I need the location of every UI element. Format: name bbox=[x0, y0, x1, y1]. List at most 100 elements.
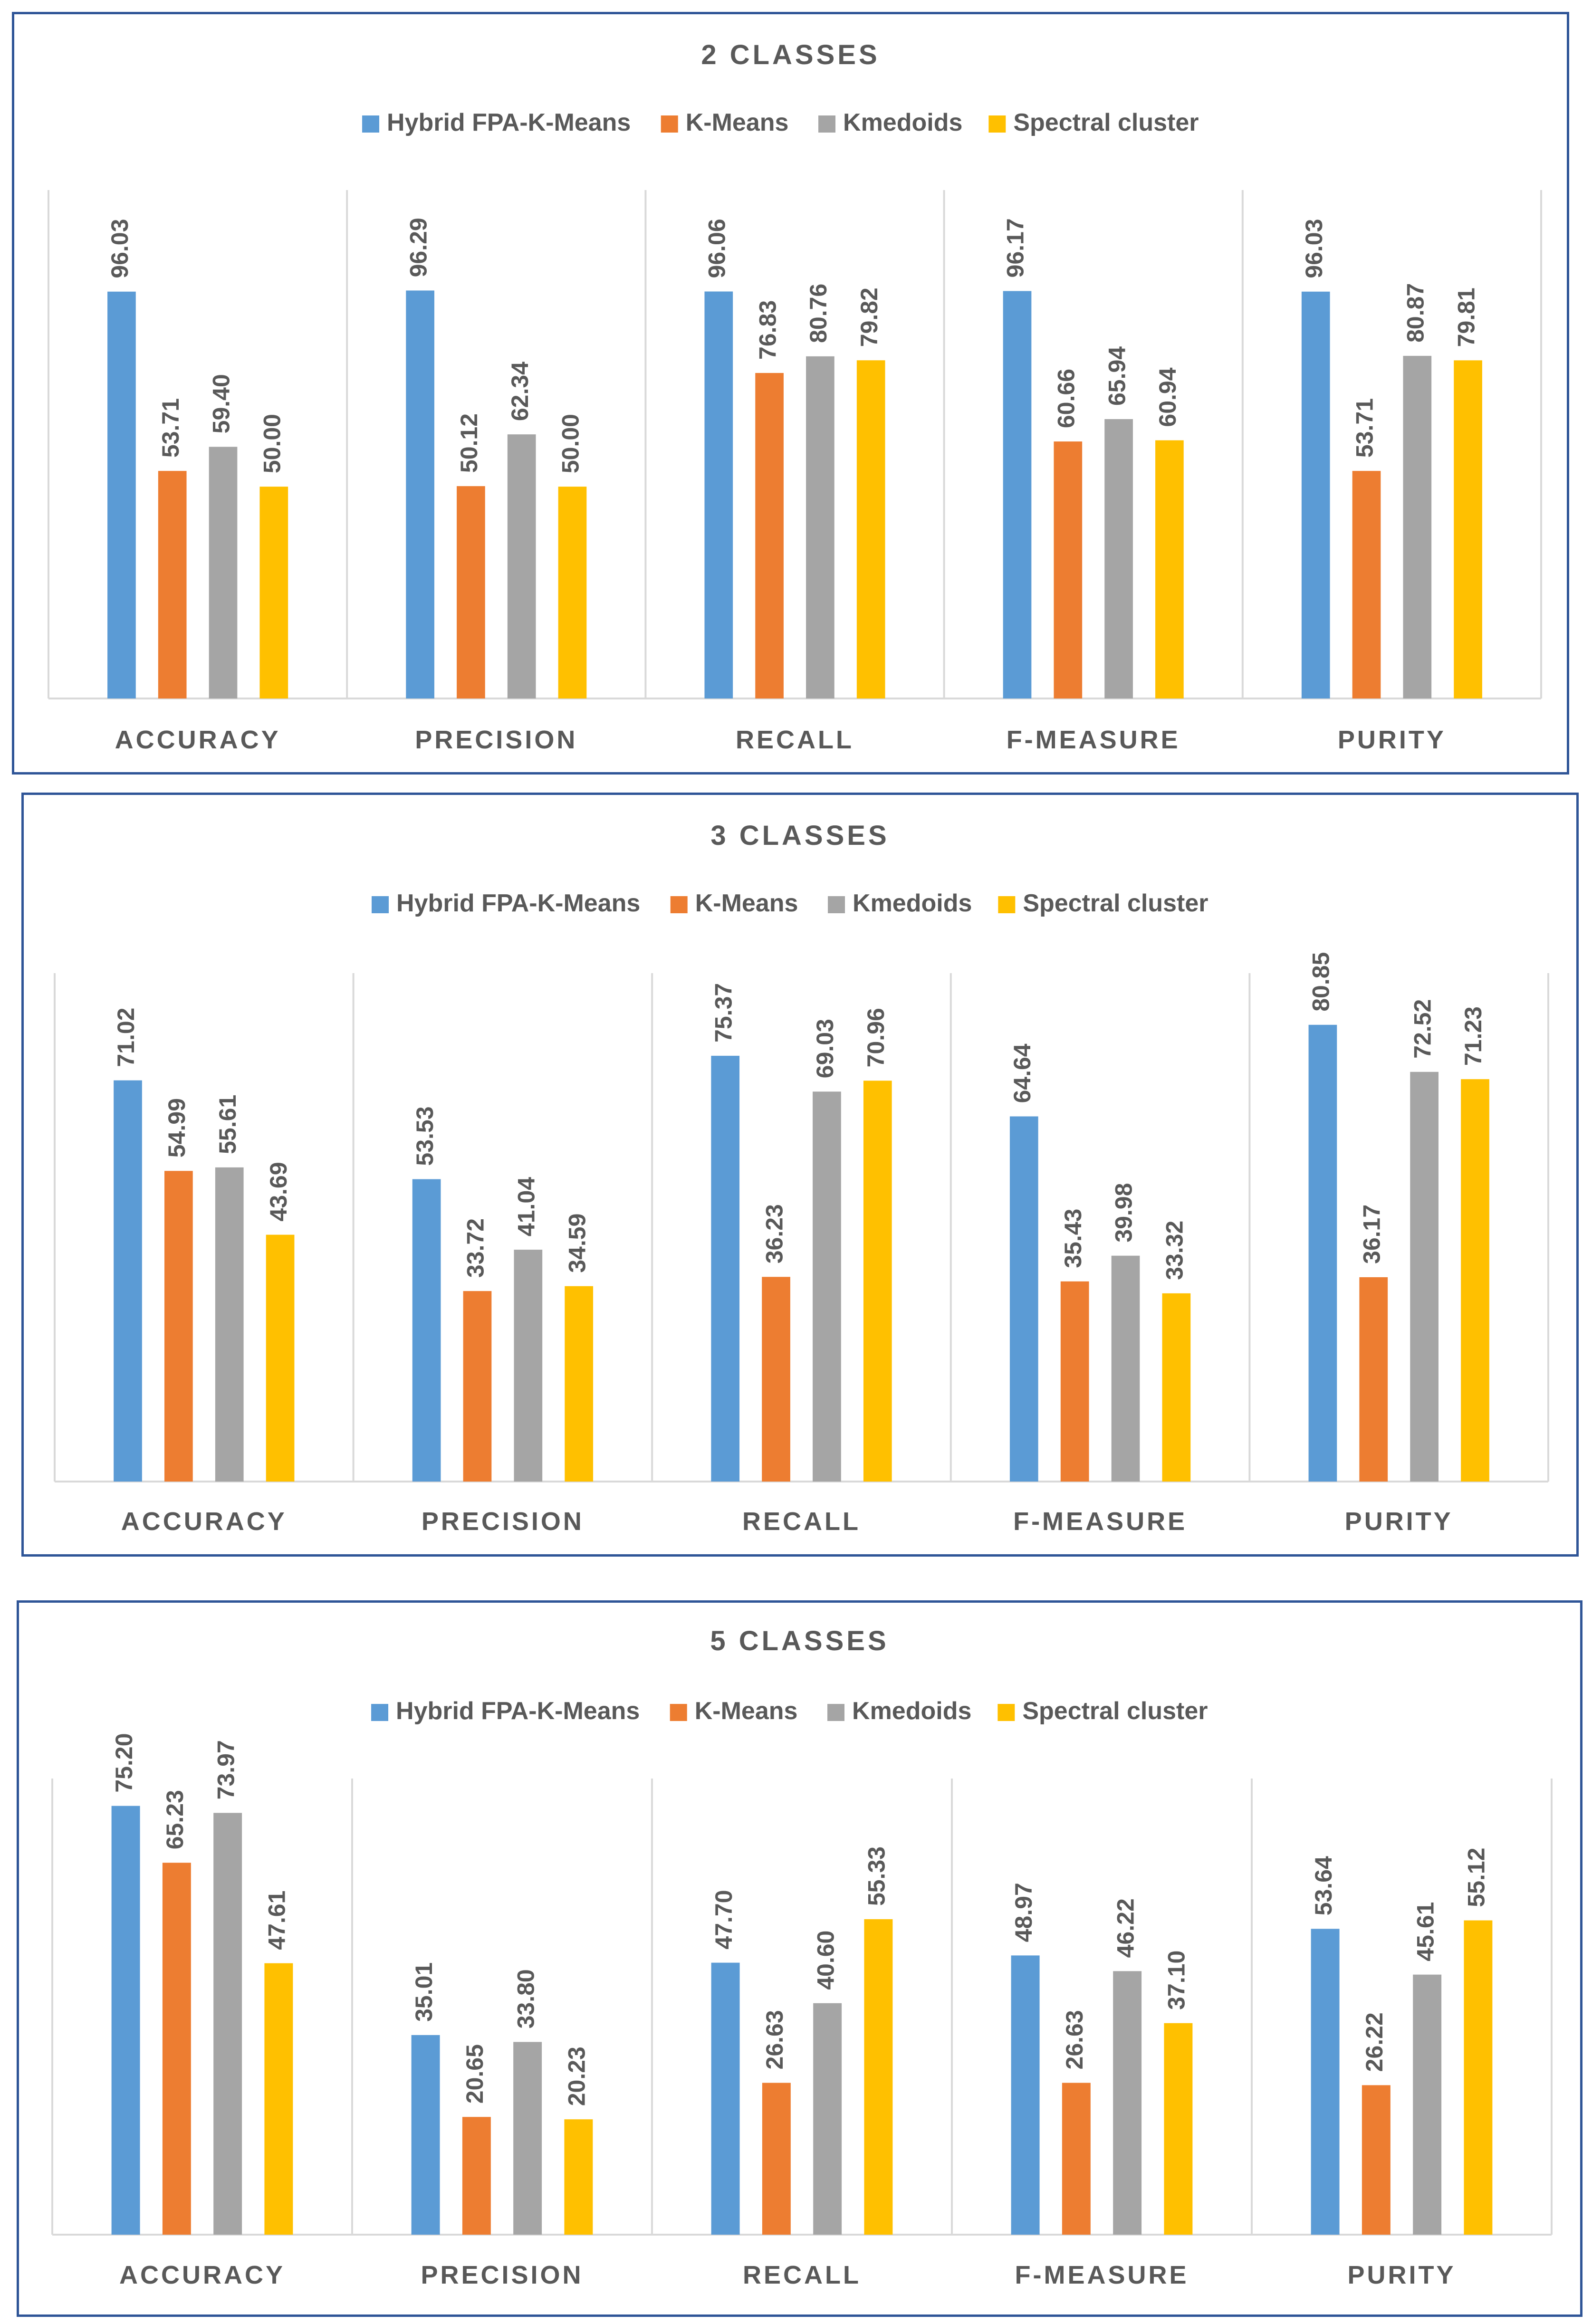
bar-k-means-purity bbox=[1362, 2085, 1391, 2235]
bar-spectral-cluster-f-measure bbox=[1162, 1293, 1191, 1482]
legend-item-k-means: K-Means bbox=[661, 109, 789, 136]
data-label: 75.20 bbox=[111, 1733, 137, 1792]
data-label: 26.63 bbox=[1061, 2010, 1088, 2069]
data-label: 53.64 bbox=[1310, 1856, 1337, 1915]
data-label: 55.12 bbox=[1463, 1847, 1490, 1907]
bar-hybrid-fpa-k-means-purity bbox=[1301, 291, 1330, 698]
bar-kmedoids-purity bbox=[1413, 1974, 1442, 2235]
bar-kmedoids-f-measure bbox=[1111, 1255, 1140, 1482]
bar-hybrid-fpa-k-means-accuracy bbox=[107, 291, 136, 698]
data-label: 73.97 bbox=[212, 1740, 239, 1799]
data-label: 54.99 bbox=[163, 1098, 190, 1157]
bar-k-means-purity bbox=[1359, 1277, 1388, 1482]
bar-kmedoids-precision bbox=[507, 434, 536, 698]
data-label: 80.85 bbox=[1308, 952, 1334, 1012]
legend-label: Spectral cluster bbox=[1013, 109, 1199, 136]
bar-k-means-f-measure bbox=[1054, 441, 1083, 698]
legend-label: Hybrid FPA-K-Means bbox=[396, 1697, 640, 1725]
bar-k-means-recall bbox=[762, 1277, 790, 1482]
legend-item-kmedoids: Kmedoids bbox=[818, 109, 962, 136]
data-label: 60.66 bbox=[1053, 369, 1080, 428]
chart-title: 3 CLASSES bbox=[710, 820, 889, 851]
bar-hybrid-fpa-k-means-purity bbox=[1308, 1024, 1337, 1482]
legend-swatch-kmedoids bbox=[828, 896, 845, 913]
category-label-accuracy: ACCURACY bbox=[115, 726, 281, 754]
data-label: 76.83 bbox=[754, 300, 781, 360]
data-label: 47.70 bbox=[710, 1890, 737, 1949]
category-label-recall: RECALL bbox=[736, 726, 854, 754]
chart-panel-5-classes: 5 CLASSES Hybrid FPA-K-Means K-Means Kmedoi… bbox=[17, 1600, 1582, 2317]
category-label-f-measure: F-MEASURE bbox=[1013, 1507, 1187, 1536]
bar-hybrid-fpa-k-means-f-measure bbox=[1009, 1116, 1038, 1482]
legend-swatch-kmedoids bbox=[818, 115, 836, 133]
bar-kmedoids-recall bbox=[813, 1091, 841, 1482]
data-label: 64.64 bbox=[1009, 1043, 1036, 1103]
bar-k-means-accuracy bbox=[158, 471, 187, 698]
bar-spectral-cluster-recall bbox=[864, 1919, 893, 2235]
category-label-accuracy: ACCURACY bbox=[121, 1507, 287, 1536]
data-label: 80.87 bbox=[1402, 283, 1429, 343]
bar-k-means-precision bbox=[463, 1291, 492, 1482]
data-label: 41.04 bbox=[513, 1177, 540, 1236]
legend-item-hybrid-fpa-k-means: Hybrid FPA-K-Means bbox=[371, 1697, 640, 1725]
plot-area: 71.02 54.99 55.61 43.69 ACCURACY 53.53 33.72 41… bbox=[54, 952, 1549, 1536]
bar-k-means-recall bbox=[762, 2083, 791, 2235]
category-label-purity: PURITY bbox=[1345, 1507, 1453, 1536]
data-label: 55.33 bbox=[863, 1846, 890, 1906]
bar-spectral-cluster-precision bbox=[565, 1286, 594, 1482]
data-label: 39.98 bbox=[1111, 1183, 1137, 1243]
bar-spectral-cluster-precision bbox=[558, 487, 587, 698]
legend-label: Spectral cluster bbox=[1022, 1697, 1208, 1725]
category-label-recall: RECALL bbox=[742, 1507, 861, 1536]
data-label: 96.17 bbox=[1002, 218, 1029, 277]
bar-spectral-cluster-purity bbox=[1454, 360, 1482, 698]
bar-hybrid-fpa-k-means-recall bbox=[711, 1962, 740, 2235]
data-label: 33.80 bbox=[512, 1969, 539, 2028]
bar-spectral-cluster-purity bbox=[1461, 1079, 1489, 1482]
bar-hybrid-fpa-k-means-recall bbox=[704, 291, 733, 698]
category-label-recall: RECALL bbox=[743, 2261, 861, 2289]
legend-label: Kmedoids bbox=[853, 889, 972, 917]
bar-spectral-cluster-f-measure bbox=[1164, 2023, 1193, 2235]
legend-label: K-Means bbox=[686, 109, 789, 136]
data-label: 96.03 bbox=[106, 219, 133, 278]
legend-swatch-k-means bbox=[670, 896, 688, 913]
bar-kmedoids-f-measure bbox=[1113, 1971, 1142, 2235]
category-label-precision: PRECISION bbox=[422, 1507, 584, 1536]
bar-hybrid-fpa-k-means-accuracy bbox=[111, 1806, 140, 2235]
chart-title: 5 CLASSES bbox=[710, 1626, 889, 1656]
legend-swatch-hybrid-fpa-k-means bbox=[362, 115, 380, 133]
bar-kmedoids-accuracy bbox=[209, 447, 238, 698]
category-label-precision: PRECISION bbox=[421, 2261, 583, 2289]
plot-area: 75.20 65.23 73.97 47.61 ACCURACY 35.01 20.65 33… bbox=[51, 1733, 1553, 2289]
bar-kmedoids-accuracy bbox=[213, 1813, 242, 2235]
bar-kmedoids-precision bbox=[514, 1250, 543, 1482]
legend: Hybrid FPA-K-Means K-Means Kmedoids Spectra… bbox=[371, 1697, 1208, 1725]
data-label: 47.61 bbox=[264, 1891, 290, 1950]
bar-k-means-accuracy bbox=[164, 1171, 193, 1482]
legend-swatch-kmedoids bbox=[827, 1704, 845, 1721]
legend-label: Kmedoids bbox=[843, 109, 962, 136]
bar-spectral-cluster-f-measure bbox=[1155, 440, 1184, 698]
data-label: 96.06 bbox=[704, 219, 730, 278]
data-label: 48.97 bbox=[1010, 1883, 1037, 1942]
bar-spectral-cluster-recall bbox=[863, 1081, 892, 1482]
legend-item-hybrid-fpa-k-means: Hybrid FPA-K-Means bbox=[372, 889, 640, 917]
data-label: 50.12 bbox=[456, 413, 482, 473]
data-label: 37.10 bbox=[1163, 1951, 1190, 2010]
legend-label: K-Means bbox=[695, 889, 798, 917]
bar-k-means-f-measure bbox=[1062, 2083, 1091, 2235]
data-label: 72.52 bbox=[1409, 999, 1436, 1059]
data-label: 79.81 bbox=[1453, 287, 1479, 347]
chart-panel-3-classes: 3 CLASSES Hybrid FPA-K-Means K-Means Kmedoi… bbox=[21, 793, 1579, 1557]
chart-panel-2-classes: 2 CLASSES Hybrid FPA-K-Means K-Means Kmedoi… bbox=[12, 12, 1569, 775]
bar-k-means-accuracy bbox=[162, 1863, 191, 2235]
category-label-f-measure: F-MEASURE bbox=[1015, 2261, 1189, 2289]
chart-3-classes: 3 CLASSES Hybrid FPA-K-Means K-Means Kmedoi… bbox=[54, 820, 1549, 1536]
data-label: 96.29 bbox=[405, 218, 432, 277]
category-label-purity: PURITY bbox=[1338, 726, 1446, 754]
chart-2-classes: 2 CLASSES Hybrid FPA-K-Means K-Means Kmedoi… bbox=[48, 39, 1542, 754]
bar-kmedoids-recall bbox=[806, 356, 834, 698]
legend-item-spectral-cluster: Spectral cluster bbox=[998, 889, 1208, 917]
bar-spectral-cluster-accuracy bbox=[264, 1963, 293, 2235]
